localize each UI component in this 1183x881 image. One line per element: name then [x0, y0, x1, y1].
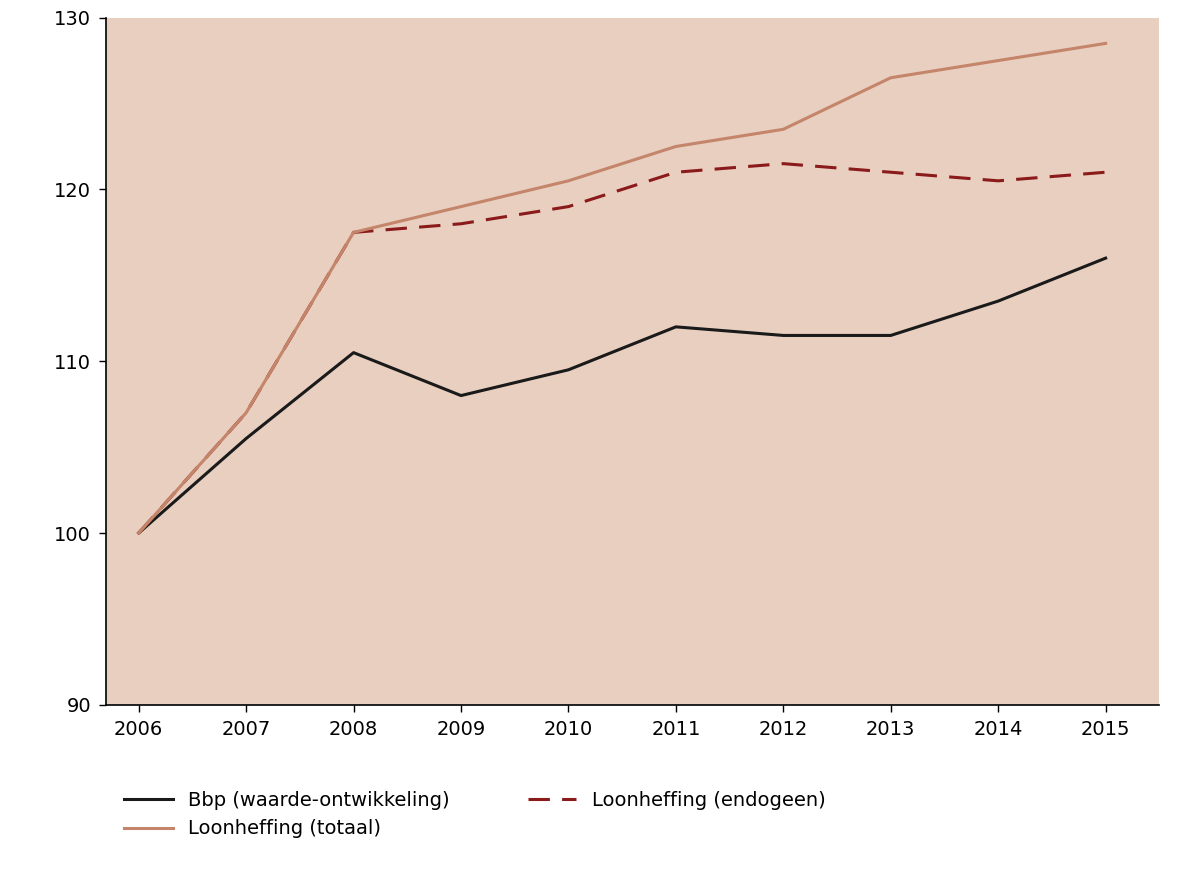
Legend: Bbp (waarde-ontwikkeling), Loonheffing (totaal), Loonheffing (endogeen): Bbp (waarde-ontwikkeling), Loonheffing (…	[116, 783, 833, 847]
